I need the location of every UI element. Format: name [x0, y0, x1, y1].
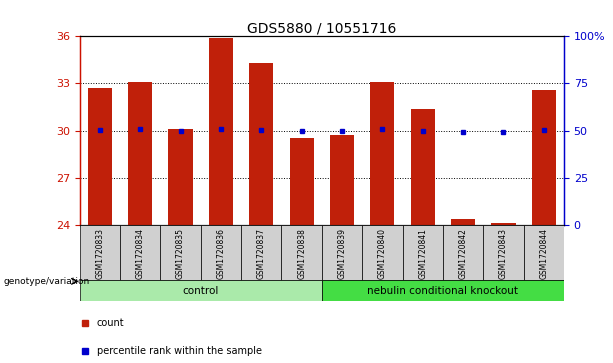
Text: GSM1720842: GSM1720842: [459, 228, 468, 279]
Bar: [370, 82, 395, 225]
Bar: [322, 280, 564, 301]
Text: GSM1720841: GSM1720841: [418, 228, 427, 279]
Text: GSM1720837: GSM1720837: [257, 228, 266, 279]
Text: GSM1720843: GSM1720843: [499, 228, 508, 279]
Bar: [289, 138, 314, 225]
Bar: [80, 280, 322, 301]
Bar: [201, 225, 241, 280]
Bar: [524, 225, 564, 280]
Title: GDS5880 / 10551716: GDS5880 / 10551716: [247, 21, 397, 35]
Bar: [169, 129, 192, 225]
Bar: [403, 225, 443, 280]
Bar: [88, 88, 112, 225]
Text: GSM1720838: GSM1720838: [297, 228, 306, 279]
Bar: [362, 225, 403, 280]
Bar: [80, 225, 120, 280]
Bar: [120, 225, 161, 280]
Text: percentile rank within the sample: percentile rank within the sample: [97, 346, 262, 356]
Text: GSM1720834: GSM1720834: [135, 228, 145, 279]
Bar: [330, 135, 354, 225]
Text: genotype/variation: genotype/variation: [3, 277, 89, 286]
Text: GSM1720833: GSM1720833: [96, 228, 104, 279]
Bar: [161, 225, 201, 280]
Bar: [128, 82, 153, 225]
Text: GSM1720844: GSM1720844: [539, 228, 548, 279]
Bar: [451, 219, 475, 225]
Text: GSM1720840: GSM1720840: [378, 228, 387, 279]
Bar: [209, 38, 233, 225]
Bar: [249, 63, 273, 225]
Bar: [241, 225, 281, 280]
Bar: [322, 225, 362, 280]
Text: GSM1720836: GSM1720836: [216, 228, 226, 279]
Bar: [531, 90, 556, 225]
Bar: [492, 224, 516, 225]
Text: nebulin conditional knockout: nebulin conditional knockout: [367, 286, 519, 295]
Bar: [411, 109, 435, 225]
Text: control: control: [183, 286, 219, 295]
Bar: [281, 225, 322, 280]
Text: GSM1720835: GSM1720835: [176, 228, 185, 279]
Text: count: count: [97, 318, 124, 328]
Text: GSM1720839: GSM1720839: [338, 228, 346, 279]
Bar: [483, 225, 524, 280]
Bar: [443, 225, 483, 280]
